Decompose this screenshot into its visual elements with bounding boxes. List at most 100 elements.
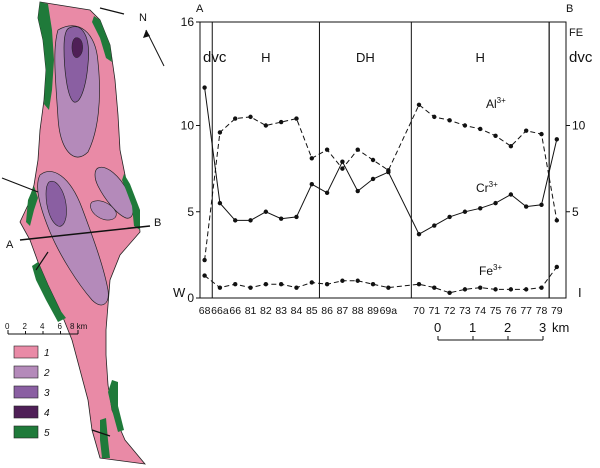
data-point [263, 123, 269, 128]
right-axis-tick-label: 10 [572, 119, 586, 133]
series-label-fe: Fe3+ [479, 263, 502, 278]
left-axis-end-label: W [173, 285, 186, 300]
km-scale-unit: km [552, 320, 569, 335]
map-fault-line [35, 251, 49, 271]
map-unit-5-band [38, 2, 54, 110]
data-point [539, 131, 544, 137]
x-tick-label: 77 [520, 305, 532, 317]
zone-label: DH [356, 50, 375, 65]
data-point [217, 200, 223, 206]
geologic-map: A B N 0 2 4 6 8 km 1 2 3 [1, 1, 165, 465]
map-fault-line [99, 7, 125, 15]
data-point [432, 285, 437, 290]
data-point [370, 157, 376, 163]
data-point [478, 206, 483, 211]
data-point [386, 169, 391, 175]
map-unit-2-body [94, 166, 134, 219]
right-axis-top-label: FE [569, 27, 583, 39]
section-end-label: B [154, 217, 161, 229]
corner-label-b: B [566, 3, 573, 15]
left-axis-tick-label: 10 [181, 119, 195, 133]
map-scale-tick-label: 0 [5, 322, 10, 331]
km-scale-tick-label: 0 [434, 320, 441, 335]
x-tick-label: 74 [474, 305, 486, 317]
data-point [309, 181, 314, 187]
data-point [462, 123, 468, 128]
data-point [523, 204, 529, 209]
legend-label-1: 1 [44, 348, 50, 359]
data-point [447, 214, 452, 220]
data-point [217, 285, 223, 290]
data-point [539, 202, 544, 208]
legend-label-4: 4 [44, 408, 50, 419]
x-tick-label: 72 [444, 305, 456, 317]
data-point [416, 231, 422, 237]
x-tick-label: 69a [380, 305, 398, 317]
map-unit-3-body [45, 180, 67, 227]
series-line-cr [204, 87, 558, 235]
series-line-fe [204, 266, 558, 294]
data-point [309, 156, 314, 161]
data-point [263, 209, 269, 214]
map-unit-5-band [92, 16, 112, 62]
map-unit-5-band [108, 380, 124, 432]
x-tick-label: 89 [367, 305, 379, 317]
x-tick-label: 85 [306, 305, 318, 317]
map-fault-line [1, 177, 39, 193]
data-point [554, 218, 560, 223]
right-axis-end-label: I [578, 285, 582, 300]
data-point [523, 128, 529, 133]
x-tick-label: 66a [211, 305, 229, 317]
data-point [508, 192, 514, 197]
data-point [263, 282, 269, 287]
data-point [202, 257, 207, 263]
data-point [248, 285, 253, 290]
map-unit-5-band [26, 186, 38, 226]
data-point [432, 114, 437, 120]
data-point [294, 214, 299, 220]
map-legend: 1 2 3 4 5 [13, 345, 50, 439]
data-point [355, 188, 360, 194]
km-scale-tick-label: 2 [504, 320, 511, 335]
data-point [478, 285, 483, 290]
data-point [493, 287, 498, 292]
data-point [233, 282, 238, 287]
data-point [309, 280, 314, 285]
x-tick-label: 78 [536, 305, 548, 317]
data-point [233, 218, 238, 223]
data-point [462, 287, 468, 292]
north-arrow-icon [143, 29, 165, 67]
section-start-label: A [6, 239, 14, 251]
legend-label-5: 5 [44, 428, 50, 439]
data-point [554, 137, 560, 142]
data-point [278, 282, 284, 287]
data-point [432, 223, 437, 228]
data-point [340, 159, 345, 164]
data-point [416, 102, 422, 108]
x-tick-label: 73 [459, 305, 471, 317]
data-point [233, 116, 238, 121]
legend-label-3: 3 [44, 388, 50, 399]
zone-label: dvc [203, 49, 227, 66]
data-point [539, 285, 544, 290]
legend-swatch-1 [13, 345, 39, 359]
data-point [508, 144, 514, 149]
series-line-al [204, 104, 558, 261]
north-label: N [139, 12, 147, 24]
left-axis-tick-label: 5 [187, 205, 194, 219]
data-point [370, 176, 376, 182]
series-label-cr: Cr3+ [476, 180, 498, 195]
data-point [447, 118, 452, 123]
km-scale-tick-label: 1 [469, 320, 476, 335]
x-tick-label: 79 [551, 305, 563, 317]
data-point [324, 190, 330, 195]
legend-swatch-4 [13, 405, 39, 419]
data-point [248, 218, 253, 223]
data-point [523, 287, 529, 292]
data-point [416, 282, 422, 287]
data-point [294, 116, 299, 121]
zone-label: H [476, 50, 485, 65]
map-scale-tick-label: 4 [40, 322, 45, 331]
data-point [217, 130, 223, 135]
data-point [355, 278, 360, 283]
